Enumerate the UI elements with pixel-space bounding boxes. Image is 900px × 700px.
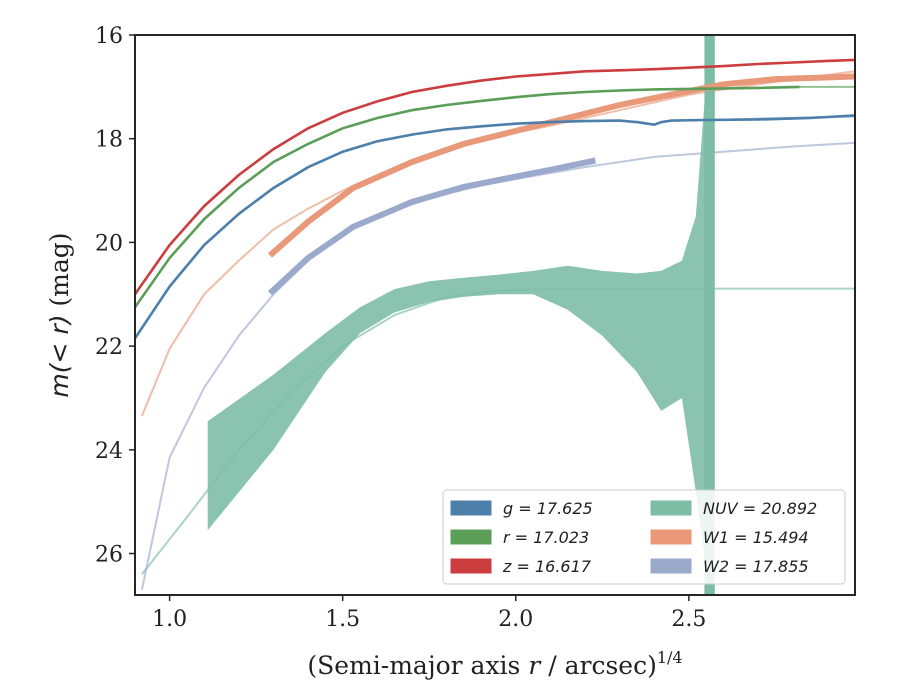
legend-swatch (650, 529, 692, 545)
x-axis-label-rest: / arcsec) (540, 651, 657, 680)
axes: 1.0 1.5 2.0 2.5 16 18 20 22 24 26 (95, 24, 856, 632)
x-tick-label: 2.5 (671, 607, 706, 632)
x-axis-label: (Semi-major axis r / arcsec)1/4 (307, 648, 682, 680)
series-line-g (135, 114, 855, 340)
y-tick-label: 20 (95, 231, 123, 256)
x-axis-label-sup: 1/4 (657, 648, 683, 667)
x-axis-label-main: (Semi-major axis (307, 651, 528, 680)
y-axis-label: m(< r) (mag) (45, 232, 74, 397)
y-tick-label: 16 (95, 24, 123, 49)
legend-label: W1 = 15.494 (703, 528, 809, 547)
x-tick-label: 1.0 (152, 607, 187, 632)
legend-swatch (450, 529, 492, 545)
y-tick-label: 24 (95, 439, 123, 464)
series-line-r (135, 85, 800, 308)
x-tick-label: 2.0 (498, 607, 533, 632)
legend-label: r = 17.023 (503, 528, 589, 547)
y-axis-label-unit: (mag) (45, 232, 74, 314)
x-axis-label-var: r (528, 651, 542, 680)
model-line-W1-model (140, 70, 855, 417)
legend-swatch (650, 500, 692, 516)
y-axis-label-main: m(< r) (45, 315, 74, 398)
legend-label: NUV = 20.892 (703, 499, 817, 518)
legend-swatch (450, 558, 492, 574)
legend: g = 17.625 NUV = 20.892 r = 17.023 W1 = 15.… (442, 489, 846, 585)
legend-swatch (650, 558, 692, 574)
legend-label: z = 16.617 (502, 557, 592, 576)
y-tick-label: 22 (95, 335, 123, 360)
y-tick-label: 18 (95, 128, 123, 153)
series-line-z (135, 58, 855, 296)
legend-label: g = 17.625 (503, 499, 593, 518)
legend-box (442, 489, 846, 585)
series-band-W1 (268, 73, 855, 258)
series-band-W2 (267, 157, 597, 296)
plot-area (135, 35, 855, 595)
x-tick-label: 1.5 (325, 607, 360, 632)
series-bar-NUV (704, 35, 715, 595)
legend-swatch (450, 500, 492, 516)
plot-frame (134, 34, 856, 596)
legend-label: W2 = 17.855 (703, 557, 809, 576)
series-band-NUV (207, 35, 710, 595)
y-tick-label: 26 (95, 543, 123, 568)
